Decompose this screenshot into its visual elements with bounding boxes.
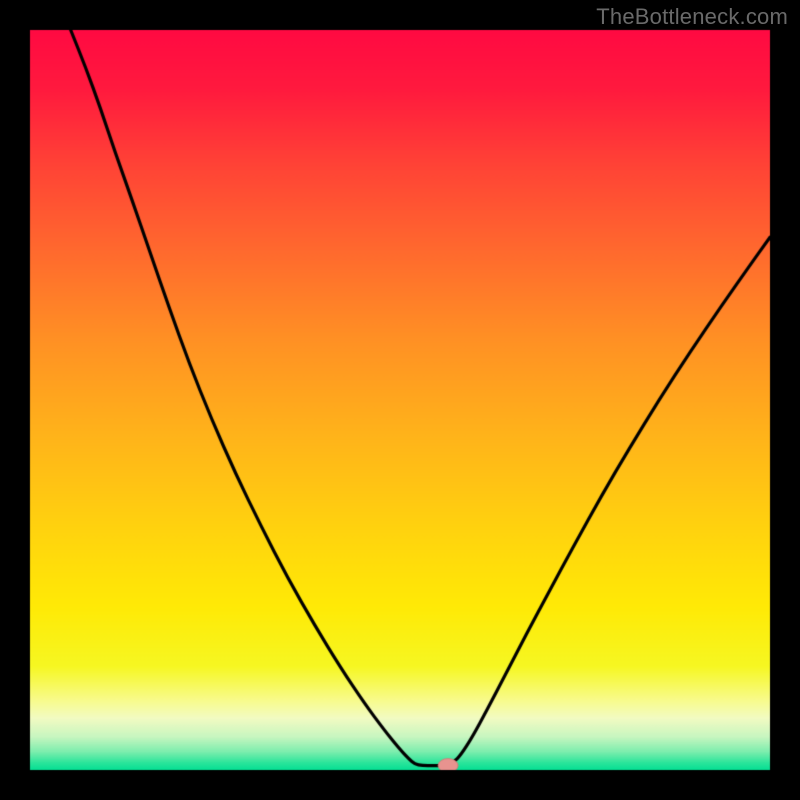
bottleneck-chart-canvas: [0, 0, 800, 800]
watermark-text: TheBottleneck.com: [596, 4, 788, 30]
chart-container: TheBottleneck.com: [0, 0, 800, 800]
